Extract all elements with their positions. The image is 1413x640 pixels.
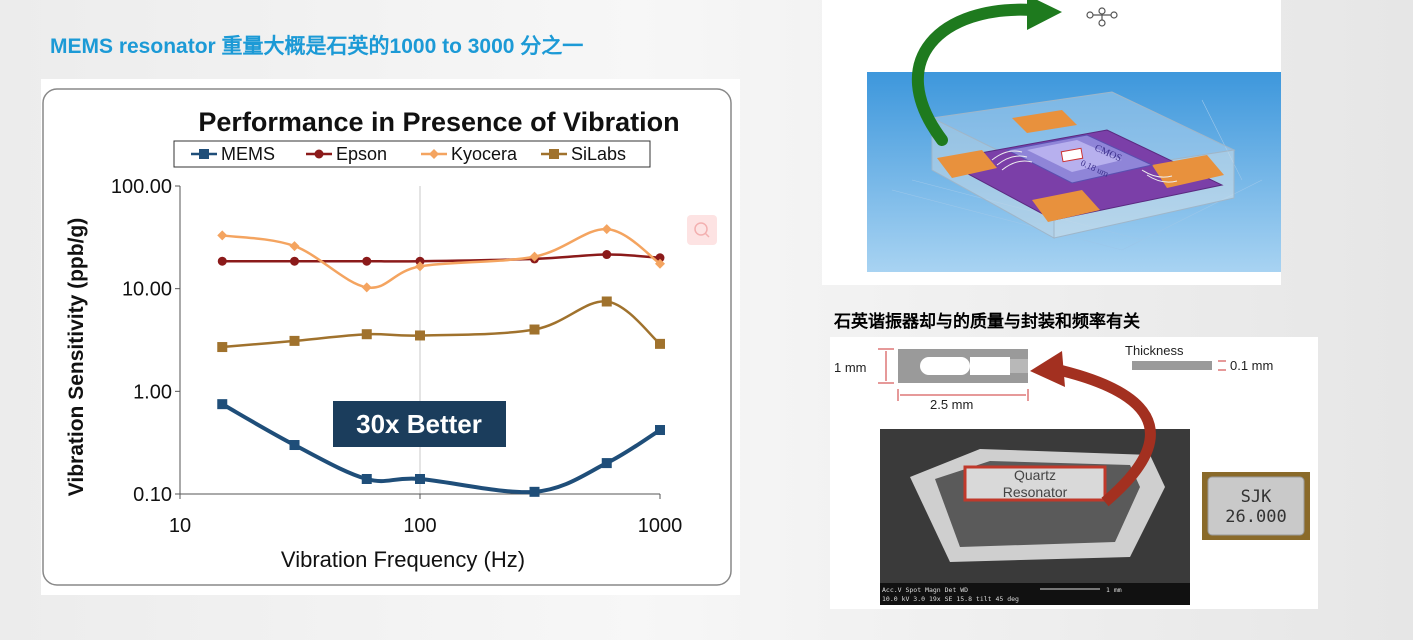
- chart-legend-box: [173, 140, 651, 168]
- search-icon: [694, 222, 710, 238]
- vibration-chart: Performance in Presence of Vibration MEM…: [41, 79, 740, 595]
- y-tick-label: 0.10: [133, 484, 172, 506]
- legend-label-epson: Epson: [336, 144, 387, 164]
- data-point-kyocera: [361, 282, 372, 293]
- sem-footer-2: 10.0 kV 3.0 19x SE 15.8 tilt 45 deg: [882, 595, 1019, 603]
- thickness-value: 0.1 mm: [1230, 358, 1273, 373]
- data-point-mems: [529, 486, 540, 497]
- y-tick-label: 100.00: [111, 176, 172, 198]
- mems-package-image: CMOS 0.18 um: [822, 0, 1281, 285]
- quartz-svg: 1 mm 2.5 mm Thickness 0.1 mm Quartz Reso…: [834, 343, 1310, 605]
- data-point-mems: [361, 473, 372, 484]
- data-point-kyocera: [655, 258, 665, 269]
- data-point-mems: [655, 425, 665, 436]
- data-point-epson: [602, 250, 612, 260]
- resonator-glyph: [1086, 7, 1118, 27]
- data-point-epson: [415, 256, 425, 266]
- x-tick-label: 10: [169, 515, 191, 537]
- x-tick-label: 100: [403, 515, 436, 537]
- legend-marker-kyocera: [429, 149, 439, 159]
- sem-label-quartz: Quartz: [1014, 467, 1056, 483]
- thickness-label: Thickness: [1125, 343, 1184, 358]
- data-point-mems: [217, 399, 228, 410]
- chart-axes: 0.10 1.00 10.00 100.00 10 100 1000: [111, 176, 682, 537]
- legend-marker-mems: [199, 149, 209, 159]
- legend-label-mems: MEMS: [221, 144, 275, 164]
- data-point-silabs: [655, 338, 665, 349]
- legend-marker-epson: [314, 149, 324, 159]
- data-point-epson: [362, 256, 372, 266]
- data-point-silabs: [361, 329, 372, 340]
- data-point-silabs: [529, 324, 540, 335]
- quartz-resonator-image: 1 mm 2.5 mm Thickness 0.1 mm Quartz Reso…: [830, 337, 1318, 609]
- data-point-kyocera: [415, 261, 425, 272]
- data-point-silabs: [289, 335, 300, 346]
- y-tick-label: 1.00: [133, 381, 172, 403]
- legend-marker-silabs: [549, 149, 559, 159]
- sem-footer-1: Acc.V Spot Magn Det WD: [882, 586, 968, 594]
- data-point-silabs: [601, 296, 612, 307]
- dim-height: 1 mm: [834, 360, 867, 375]
- x-axis-label: Vibration Frequency (Hz): [281, 547, 525, 572]
- sem-scale: 1 mm: [1106, 586, 1122, 594]
- legend-label-silabs: SiLabs: [571, 144, 626, 164]
- data-point-kyocera: [601, 224, 612, 235]
- chart-title: Performance in Presence of Vibration: [198, 107, 679, 137]
- chart-series: [217, 224, 665, 497]
- annotation-box: [333, 401, 506, 447]
- chart-frame: [42, 88, 732, 586]
- data-point-kyocera: [217, 230, 228, 241]
- package-text-2: 26.000: [1225, 507, 1286, 527]
- dim-width: 2.5 mm: [930, 397, 973, 412]
- green-arrowhead: [1027, 0, 1062, 30]
- red-arrowhead: [1030, 351, 1065, 387]
- data-point-silabs: [217, 342, 228, 353]
- data-point-mems: [415, 473, 425, 484]
- mems-package-svg: CMOS 0.18 um: [867, 0, 1281, 272]
- quartz-caption: 石英谐振器却与的质量与封装和频率有关: [834, 312, 1140, 331]
- data-point-epson: [655, 253, 665, 263]
- data-point-kyocera: [289, 241, 300, 252]
- data-point-silabs: [415, 330, 425, 341]
- legend-label-kyocera: Kyocera: [451, 144, 518, 164]
- zoom-button[interactable]: [687, 215, 717, 245]
- y-axis-label: Vibration Sensitivity (ppb/g): [65, 218, 88, 496]
- data-point-epson: [290, 256, 300, 266]
- slide-heading: MEMS resonator 重量大概是石英的1000 to 3000 分之一: [50, 35, 584, 58]
- package-text-1: SJK: [1241, 487, 1272, 507]
- x-tick-label: 1000: [638, 515, 683, 537]
- y-tick-label: 10.00: [122, 279, 172, 301]
- data-point-kyocera: [529, 251, 540, 262]
- chart-svg: Performance in Presence of Vibration MEM…: [42, 88, 732, 586]
- red-arrow: [1053, 363, 1156, 507]
- sem-label-resonator: Resonator: [1003, 484, 1068, 500]
- annotation-text: 30x Better: [356, 409, 482, 439]
- data-point-mems: [601, 458, 612, 469]
- chart-legend: MEMS Epson Kyocera SiLabs: [191, 144, 626, 164]
- green-arrow: [911, 3, 1038, 146]
- data-point-epson: [217, 256, 227, 266]
- data-point-mems: [289, 440, 300, 451]
